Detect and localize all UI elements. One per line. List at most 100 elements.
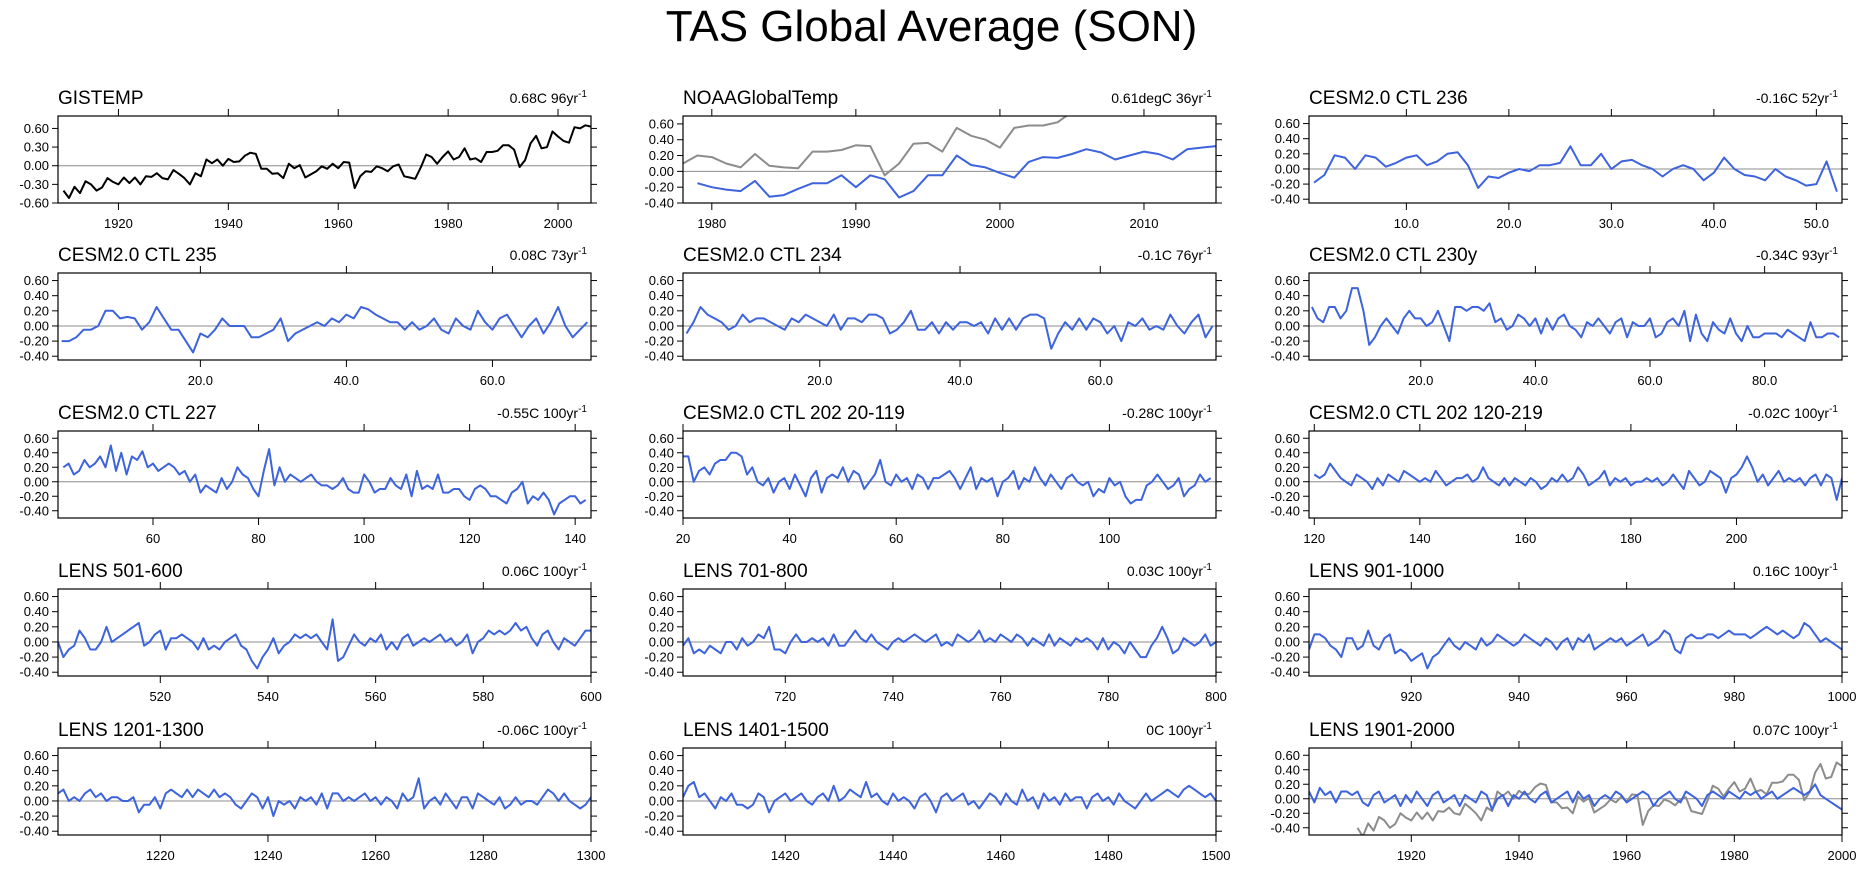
x-tick-label: 60 [889, 531, 903, 546]
trend-label: -0.1C 76yr-1 [1138, 246, 1213, 263]
plot-frame [1308, 588, 1843, 677]
y-tick-label: -0.40 [644, 824, 674, 839]
y-tick-label: 0.40 [1275, 604, 1300, 619]
panel-title: GISTEMP [58, 88, 144, 109]
plot-frame [682, 588, 1217, 677]
panel-title: CESM2.0 CTL 202 120-219 [1309, 403, 1543, 424]
y-tick-label: 0.60 [1275, 116, 1300, 131]
y-tick-label: 0.00 [24, 158, 49, 173]
x-tick-label: 100 [353, 531, 375, 546]
panel-10: LENS 501-600 0.06C 100yr-1-0.40-0.200.000… [19, 561, 601, 704]
y-tick-label: 0.20 [24, 303, 49, 318]
plot-frame [57, 747, 592, 836]
trend-label: 0.61degC 36yr-1 [1111, 89, 1212, 106]
y-tick-label: 0.40 [649, 604, 674, 619]
y-tick-label: 0.00 [1275, 474, 1300, 489]
x-tick-label: 120 [1303, 531, 1325, 546]
y-tick-label: 0.40 [24, 445, 49, 460]
series-line-1 [58, 618, 591, 670]
plot-frame [57, 588, 592, 677]
series-line-1 [58, 777, 591, 818]
panel-title: CESM2.0 CTL 234 [683, 245, 842, 266]
x-tick-label: 20.0 [1408, 373, 1433, 388]
trend-label: 0.07C 100yr-1 [1753, 721, 1839, 738]
x-tick-label: 1220 [146, 848, 175, 863]
y-tick-label: 0.20 [24, 460, 49, 475]
y-tick-label: -0.20 [644, 650, 674, 665]
series-line-1 [1309, 622, 1842, 670]
x-tick-label: 20 [676, 531, 690, 546]
x-tick-label: 80 [251, 531, 265, 546]
x-tick-label: 40.0 [334, 373, 359, 388]
x-tick-label: 20.0 [188, 373, 213, 388]
y-tick-label: -0.40 [644, 349, 674, 364]
y-tick-label: 0.20 [1275, 619, 1300, 634]
panel-9: CESM2.0 CTL 202 120-219 -0.02C 100yr-1 -0.… [1270, 403, 1848, 546]
x-tick-label: 40.0 [947, 373, 972, 388]
y-tick-label: -0.40 [19, 349, 49, 364]
series-line-1 [1313, 145, 1838, 193]
y-tick-label: 0.60 [24, 589, 49, 604]
y-tick-label: 0.00 [24, 634, 49, 649]
y-tick-label: 0.60 [649, 748, 674, 763]
trend-label: -0.02C 100yr-1 [1748, 404, 1838, 421]
y-tick-label: -0.20 [19, 650, 49, 665]
y-tick-label: 0.00 [1275, 634, 1300, 649]
panel-7: CESM2.0 CTL 227 -0.55C 100yr-1-0.40-0.200… [19, 403, 597, 546]
x-tick-label: 1960 [324, 216, 353, 231]
y-tick-label: 0.40 [649, 288, 674, 303]
y-tick-label: 0.60 [1275, 589, 1300, 604]
x-tick-label: 1420 [771, 848, 800, 863]
y-tick-label: 0.40 [649, 763, 674, 778]
y-tick-label: -0.20 [1270, 334, 1300, 349]
y-tick-label: 0.40 [24, 288, 49, 303]
series-line-1 [685, 306, 1214, 350]
x-tick-label: 60.0 [480, 373, 505, 388]
x-tick-label: 1980 [1720, 848, 1749, 863]
series-line-1 [697, 145, 1216, 199]
y-tick-label: 0.40 [1275, 445, 1300, 460]
y-tick-label: 0.00 [649, 164, 674, 179]
panel-title: LENS 1201-1300 [58, 720, 204, 741]
x-tick-label: 140 [1409, 531, 1431, 546]
x-tick-label: 720 [774, 689, 796, 704]
x-tick-label: 1440 [879, 848, 908, 863]
trend-label: 0.08C 73yr-1 [510, 246, 588, 263]
y-tick-label: -0.20 [19, 489, 49, 504]
y-tick-label: 0.00 [649, 474, 674, 489]
x-tick-label: 600 [580, 689, 602, 704]
y-tick-label: 0.40 [24, 763, 49, 778]
y-tick-label: -0.40 [644, 196, 674, 211]
trend-label: 0.16C 100yr-1 [1753, 562, 1839, 579]
x-tick-label: 20.0 [1496, 216, 1521, 231]
x-tick-label: 60.0 [1088, 373, 1113, 388]
y-tick-label: -0.20 [644, 180, 674, 195]
y-tick-label: -0.20 [644, 809, 674, 824]
series-line-2 [683, 116, 1069, 177]
panel-title: LENS 701-800 [683, 561, 808, 582]
panel-title: CESM2.0 CTL 230y [1309, 245, 1478, 266]
panel-2: NOAAGlobalTemp 0.61degC 36yr-1 -0.40-0.200… [644, 88, 1222, 231]
x-tick-label: 1460 [986, 848, 1015, 863]
y-tick-label: -0.40 [1270, 192, 1300, 207]
series-line-1 [1356, 761, 1842, 835]
series-line-1 [61, 306, 589, 354]
x-tick-label: 60.0 [1637, 373, 1662, 388]
panel-title: CESM2.0 CTL 202 20-119 [683, 403, 905, 424]
y-tick-label: 0.60 [649, 431, 674, 446]
series-line-2 [1309, 783, 1842, 811]
y-tick-label: -0.40 [19, 503, 49, 518]
panel-3: CESM2.0 CTL 236 -0.16C 52yr-1-0.40-0.200.… [1270, 88, 1848, 231]
x-tick-label: 1300 [577, 848, 606, 863]
panel-5: CESM2.0 CTL 234 -0.1C 76yr-1 -0.40-0.200.0… [644, 245, 1222, 388]
x-tick-label: 60 [146, 531, 160, 546]
y-tick-label: 0.00 [24, 793, 49, 808]
y-tick-label: 0.00 [649, 634, 674, 649]
x-tick-label: 1500 [1202, 848, 1231, 863]
panel-title: LENS 1901-2000 [1309, 720, 1455, 741]
x-tick-label: 800 [1205, 689, 1227, 704]
x-tick-label: 1240 [254, 848, 283, 863]
y-tick-label: 0.30 [24, 140, 49, 155]
panel-title: NOAAGlobalTemp [683, 88, 838, 109]
trend-label: 0.68C 96yr-1 [510, 89, 588, 106]
